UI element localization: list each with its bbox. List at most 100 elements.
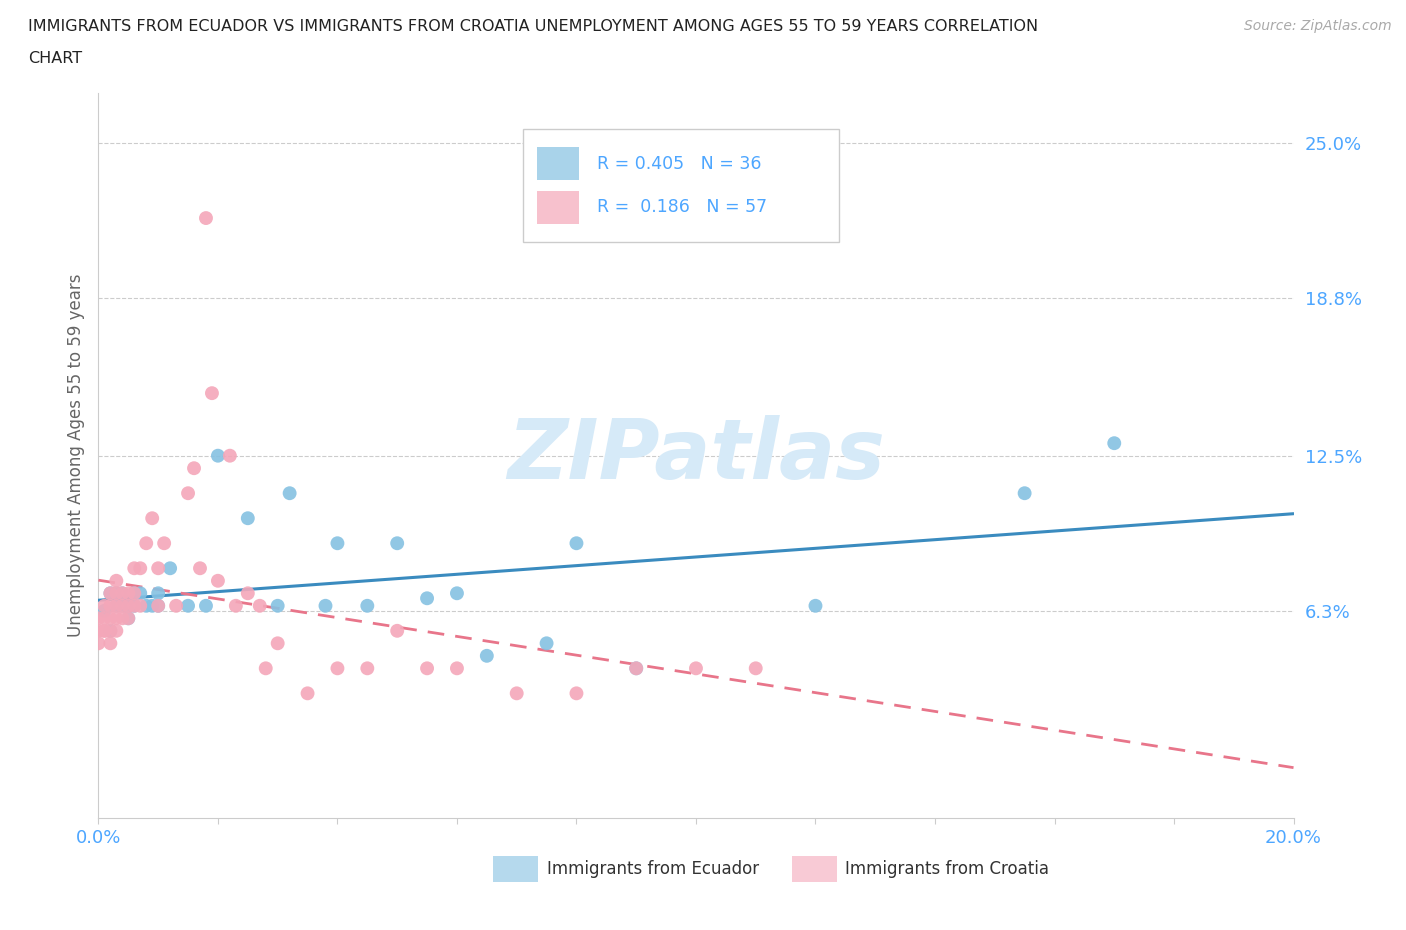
Point [124, 598, 146, 613]
Point [98, 611, 122, 626]
Point [201, 386, 224, 401]
Point [207, 573, 229, 588]
Point [254, 661, 277, 676]
Point [93, 598, 115, 613]
Text: Immigrants from Ecuador: Immigrants from Ecuador [547, 860, 759, 878]
Point [148, 598, 170, 613]
Point [565, 686, 588, 701]
Point [315, 598, 337, 613]
Point [1014, 485, 1036, 500]
Point [87, 636, 110, 651]
Point [177, 598, 200, 613]
Text: CHART: CHART [28, 51, 82, 66]
Point [111, 598, 134, 613]
Point [278, 485, 301, 500]
FancyBboxPatch shape [792, 857, 837, 883]
Point [626, 661, 648, 676]
Point [124, 598, 146, 613]
Point [129, 586, 152, 601]
Point [105, 586, 128, 601]
Point [111, 611, 134, 626]
Point [129, 561, 152, 576]
Point [117, 598, 139, 613]
Point [148, 598, 170, 613]
Point [124, 586, 146, 601]
Point [267, 636, 290, 651]
Point [105, 623, 128, 638]
Point [135, 536, 157, 551]
Point [385, 623, 409, 638]
Point [177, 485, 200, 500]
Point [98, 623, 122, 638]
Point [111, 586, 134, 601]
Point [249, 598, 271, 613]
Point [326, 536, 349, 551]
Point [225, 598, 247, 613]
Point [93, 623, 115, 638]
Point [297, 686, 319, 701]
Point [98, 636, 122, 651]
Point [416, 591, 439, 605]
Point [117, 611, 139, 626]
Point [87, 623, 110, 638]
Point [111, 586, 134, 601]
Point [536, 636, 558, 651]
Point [416, 661, 439, 676]
Point [153, 536, 176, 551]
FancyBboxPatch shape [537, 147, 579, 180]
Point [148, 561, 170, 576]
Point [111, 598, 134, 613]
Point [105, 598, 128, 613]
Point [195, 598, 218, 613]
Point [446, 586, 468, 601]
Point [93, 623, 115, 638]
Point [685, 661, 707, 676]
Point [326, 661, 349, 676]
Point [117, 598, 139, 613]
Point [98, 623, 122, 638]
Point [105, 586, 128, 601]
Point [124, 561, 146, 576]
Point [219, 448, 242, 463]
Text: IMMIGRANTS FROM ECUADOR VS IMMIGRANTS FROM CROATIA UNEMPLOYMENT AMONG AGES 55 TO: IMMIGRANTS FROM ECUADOR VS IMMIGRANTS FR… [28, 19, 1038, 33]
Point [236, 511, 259, 525]
Point [745, 661, 768, 676]
Text: R = 0.405   N = 36: R = 0.405 N = 36 [596, 154, 761, 173]
Text: Source: ZipAtlas.com: Source: ZipAtlas.com [1244, 19, 1392, 33]
Point [105, 611, 128, 626]
Point [188, 561, 211, 576]
Point [267, 598, 290, 613]
Point [141, 598, 163, 613]
Point [1104, 436, 1126, 451]
FancyBboxPatch shape [494, 857, 538, 883]
Point [105, 573, 128, 588]
FancyBboxPatch shape [537, 191, 579, 223]
Point [207, 448, 229, 463]
Y-axis label: Unemployment Among Ages 55 to 59 years: Unemployment Among Ages 55 to 59 years [66, 274, 84, 637]
Point [129, 598, 152, 613]
Point [446, 661, 468, 676]
Point [105, 598, 128, 613]
Text: ZIPatlas: ZIPatlas [508, 415, 884, 497]
Point [804, 598, 827, 613]
Point [93, 611, 115, 626]
Point [356, 661, 378, 676]
Point [506, 686, 529, 701]
Point [98, 586, 122, 601]
Point [165, 598, 187, 613]
Point [93, 604, 115, 618]
Point [159, 561, 181, 576]
Point [98, 586, 122, 601]
Text: R =  0.186   N = 57: R = 0.186 N = 57 [596, 198, 766, 217]
Point [124, 586, 146, 601]
FancyBboxPatch shape [523, 129, 839, 242]
Point [356, 598, 378, 613]
Point [236, 586, 259, 601]
Point [141, 511, 163, 525]
Point [117, 611, 139, 626]
Point [183, 460, 205, 475]
Point [626, 661, 648, 676]
Point [195, 210, 218, 225]
Point [117, 586, 139, 601]
Point [565, 536, 588, 551]
